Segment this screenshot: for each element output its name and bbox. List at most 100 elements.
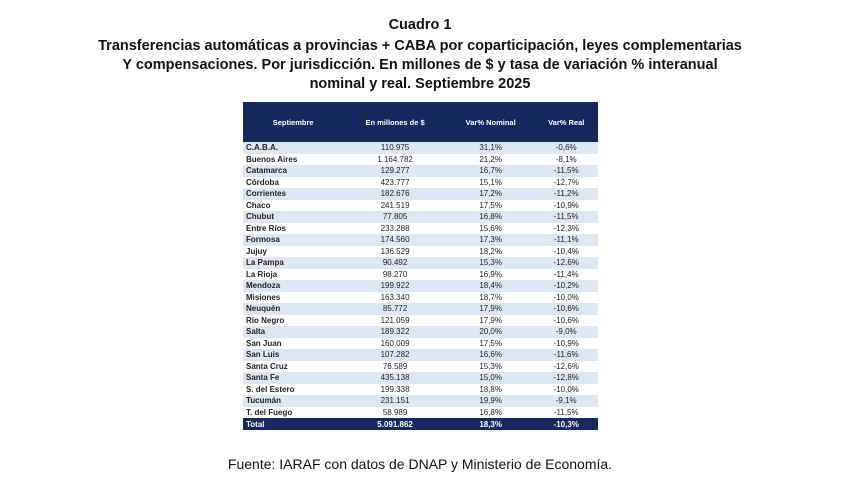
cell-amount: 163.340 (343, 291, 447, 303)
cell-jurisdiction: Corrientes (243, 188, 344, 200)
cell-var-nominal: 17,9% (446, 303, 535, 315)
cell-amount: 77.805 (343, 211, 447, 223)
table-number: Cuadro 1 (388, 17, 452, 33)
table-row: C.A.B.A. 110.975 31,1% -0,6% (243, 142, 598, 154)
total-label: Total (243, 418, 344, 430)
table-row: Chaco 241.519 17,5% -10,9% (243, 199, 598, 211)
cell-jurisdiction: Salta (243, 326, 344, 338)
cell-var-real: -11,5% (534, 211, 598, 223)
column-header: Var% Real (534, 102, 598, 142)
table-row: Misiones 163.340 18,7% -10,0% (243, 291, 598, 303)
cell-var-nominal: 17,3% (446, 234, 535, 246)
cell-var-nominal: 15,1% (446, 176, 535, 188)
cell-jurisdiction: Mendoza (243, 280, 344, 292)
cell-jurisdiction: T. del Fuego (243, 406, 344, 418)
transfers-table: Septiembre En millones de $ Var% Nominal… (243, 102, 598, 430)
cell-var-real: -12,6% (534, 360, 598, 372)
cell-var-real: -10,9% (534, 199, 598, 211)
table-row: La Rioja 98.270 16,9% -11,4% (243, 268, 598, 280)
cell-var-nominal: 17,5% (446, 337, 535, 349)
cell-amount: 241.519 (343, 199, 447, 211)
cell-var-nominal: 19,9% (446, 395, 535, 407)
table-row: Entre Ríos 233.288 15,6% -12,3% (243, 222, 598, 234)
cell-var-real: -10,6% (534, 303, 598, 315)
total-real: -10,3% (534, 418, 598, 430)
cell-amount: 435.138 (343, 372, 447, 384)
cell-var-real: -0,6% (534, 142, 598, 154)
table-row: Corrientes 182.676 17,2% -11,2% (243, 188, 598, 200)
title-line: nominal y real. Septiembre 2025 (309, 76, 531, 92)
cell-jurisdiction: Chaco (243, 199, 344, 211)
cell-amount: 129.277 (343, 165, 447, 177)
cell-var-real: -10,4% (534, 245, 598, 257)
cell-amount: 182.676 (343, 188, 447, 200)
cell-jurisdiction: La Rioja (243, 268, 344, 280)
cell-jurisdiction: Río Negro (243, 314, 344, 326)
cell-jurisdiction: Tucumán (243, 395, 344, 407)
cell-amount: 199.338 (343, 383, 447, 395)
cell-amount: 76.589 (343, 360, 447, 372)
cell-var-nominal: 18,7% (446, 291, 535, 303)
cell-jurisdiction: C.A.B.A. (243, 142, 344, 154)
cell-jurisdiction: Entre Ríos (243, 222, 344, 234)
cell-jurisdiction: Formosa (243, 234, 344, 246)
table-row: San Luis 107.282 16,6% -11,6% (243, 349, 598, 361)
cell-var-nominal: 16,8% (446, 211, 535, 223)
cell-amount: 174.560 (343, 234, 447, 246)
cell-amount: 58.989 (343, 406, 447, 418)
cell-jurisdiction: San Juan (243, 337, 344, 349)
cell-amount: 107.282 (343, 349, 447, 361)
cell-jurisdiction: Jujuy (243, 245, 344, 257)
cell-var-real: -11,1% (534, 234, 598, 246)
cell-var-nominal: 16,6% (446, 349, 535, 361)
table-row: Chubut 77.805 16,8% -11,5% (243, 211, 598, 223)
table-row: Catamarca 129.277 16,7% -11,5% (243, 165, 598, 177)
table-row: Formosa 174.560 17,3% -11,1% (243, 234, 598, 246)
cell-jurisdiction: Neuquén (243, 303, 344, 315)
column-header: En millones de $ (343, 102, 447, 142)
cell-var-real: -10,0% (534, 383, 598, 395)
total-row: Total 5.091.862 18,3% -10,3% (243, 418, 598, 430)
cell-amount: 136.529 (343, 245, 447, 257)
cell-var-nominal: 21,2% (446, 153, 535, 165)
cell-amount: 189.322 (343, 326, 447, 338)
cell-var-real: -10,9% (534, 337, 598, 349)
cell-jurisdiction: Buenos Aires (243, 153, 344, 165)
cell-amount: 110.975 (343, 142, 447, 154)
title-line: Y compensaciones. Por jurisdicción. En m… (122, 57, 718, 73)
cell-jurisdiction: S. del Estero (243, 383, 344, 395)
table-row: Santa Fe 435.138 15,0% -12,8% (243, 372, 598, 384)
cell-amount: 85.772 (343, 303, 447, 315)
cell-var-nominal: 16,8% (446, 406, 535, 418)
cell-var-real: -11,5% (534, 406, 598, 418)
cell-var-real: -12,6% (534, 257, 598, 269)
cell-var-real: -12,8% (534, 372, 598, 384)
cell-var-nominal: 17,9% (446, 314, 535, 326)
cell-var-real: -12,3% (534, 222, 598, 234)
cell-var-nominal: 15,6% (446, 222, 535, 234)
cell-amount: 98.270 (343, 268, 447, 280)
cell-jurisdiction: Santa Cruz (243, 360, 344, 372)
cell-jurisdiction: Chubut (243, 211, 344, 223)
total-nominal: 18,3% (446, 418, 535, 430)
cell-var-nominal: 15,3% (446, 360, 535, 372)
cell-var-real: -9,1% (534, 395, 598, 407)
table-row: San Juan 160.009 17,5% -10,9% (243, 337, 598, 349)
table-row: T. del Fuego 58.989 16,8% -11,5% (243, 406, 598, 418)
cell-amount: 121.059 (343, 314, 447, 326)
cell-amount: 231.151 (343, 395, 447, 407)
cell-var-nominal: 16,7% (446, 165, 535, 177)
table-row: Tucumán 231.151 19,9% -9,1% (243, 395, 598, 407)
cell-jurisdiction: San Luis (243, 349, 344, 361)
cell-var-nominal: 16,9% (446, 268, 535, 280)
header-row: Septiembre En millones de $ Var% Nominal… (243, 102, 598, 142)
table-row: Jujuy 136.529 18,2% -10,4% (243, 245, 598, 257)
cell-var-real: -10,2% (534, 280, 598, 292)
cell-var-real: -11,5% (534, 165, 598, 177)
column-header: Septiembre (243, 102, 344, 142)
column-header: Var% Nominal (446, 102, 535, 142)
cell-jurisdiction: Catamarca (243, 165, 344, 177)
table-title: Transferencias automáticas a provincias … (0, 37, 840, 94)
cell-var-nominal: 18,8% (446, 383, 535, 395)
table-row: Neuquén 85.772 17,9% -10,6% (243, 303, 598, 315)
